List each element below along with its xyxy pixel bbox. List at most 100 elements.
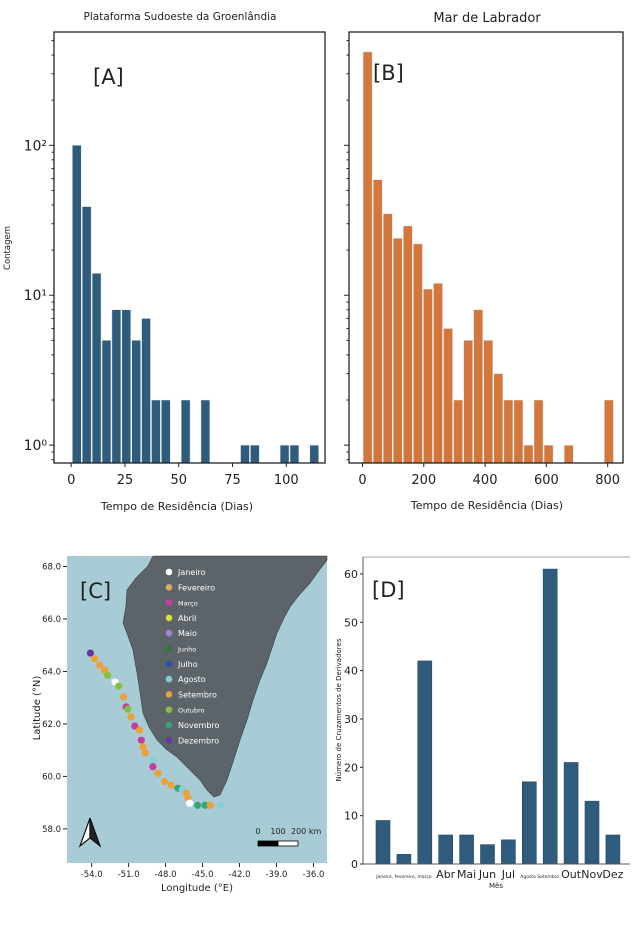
lon-tick-label: -45.0 — [192, 870, 214, 880]
x-tick-label: Janeiro, fevereiro, março — [375, 874, 432, 880]
x-tick-label: 600 — [534, 473, 559, 488]
month-bar — [417, 660, 433, 865]
legend-label: Junho — [177, 646, 196, 654]
x-tick-label: Jun — [478, 868, 496, 881]
scale-bar: 0 100 200 km — [255, 827, 321, 847]
drifter-point — [131, 722, 139, 730]
histogram-bar — [523, 444, 534, 464]
histogram-bar — [513, 399, 524, 464]
lon-tick-label: -48.0 — [155, 870, 177, 880]
lon-tick-label: -39.0 — [265, 870, 287, 880]
scale-label-100: 100 — [270, 827, 285, 836]
legend-marker — [165, 660, 173, 668]
histogram-bar — [382, 213, 393, 464]
y-tick-label: 40 — [344, 665, 358, 678]
histogram-bar — [372, 179, 383, 464]
y-tick-label: 30 — [344, 713, 358, 726]
panel-a-histogram: Plataforma Sudoeste da Groenlândia [A] C… — [3, 11, 326, 513]
y-tick-label: 50 — [344, 616, 358, 629]
panel-c-map: Janeiro Fevereiro Março Abril Maio Junho Julho… — [32, 555, 328, 894]
drifter-point — [104, 671, 112, 679]
y-tick-label: 10² — [24, 138, 47, 154]
histogram-bar — [141, 318, 151, 464]
legend-label: Setembro — [178, 690, 217, 699]
month-bar — [375, 820, 391, 865]
scale-label-200: 200 km — [291, 827, 321, 836]
legend-label: Janeiro — [177, 568, 206, 577]
drifter-point — [127, 713, 135, 721]
month-bar — [563, 762, 579, 865]
panel-a-label: [A] — [93, 65, 124, 89]
drifter-point — [194, 801, 202, 809]
histogram-bar — [543, 444, 554, 464]
histogram-bar — [453, 399, 463, 464]
panel-d-bar-chart: [D] Número de Cruzamentos de Derivadores… — [335, 556, 630, 890]
legend-label: Março — [178, 600, 198, 608]
drifter-point — [186, 799, 194, 807]
histogram-bar — [604, 399, 614, 464]
drifter-point — [100, 666, 109, 674]
drifter-point — [120, 693, 128, 701]
x-tick-label: Mai — [457, 868, 476, 881]
panel-b-label: [B] — [373, 61, 404, 85]
panel-b-xlabel: Tempo de Residência (Dias) — [410, 499, 563, 512]
panel-d-label: [D] — [372, 578, 405, 602]
histogram-bar — [423, 288, 433, 464]
histogram-bar — [121, 309, 131, 464]
panel-c-xlabel: Longitude (°E) — [161, 883, 233, 894]
histogram-bar — [161, 399, 171, 464]
legend-marker — [165, 645, 173, 652]
legend-marker — [165, 721, 173, 729]
drifter-point — [124, 705, 132, 713]
month-bar — [501, 839, 516, 865]
panel-d-ylabel: Número de Cruzamentos de Derivadores — [335, 638, 343, 781]
x-tick-label: Dez — [602, 868, 623, 881]
greenland-landmass — [122, 555, 328, 798]
month-bar — [521, 781, 537, 865]
drifter-point — [216, 801, 225, 809]
north-arrow-icon — [78, 817, 102, 848]
histogram-bar — [279, 444, 290, 464]
drifter-point — [201, 801, 209, 809]
month-bar — [396, 854, 412, 865]
drifter-point — [86, 649, 95, 657]
drifter-point — [115, 682, 123, 690]
lat-tick-label: 58.0 — [42, 825, 61, 835]
x-tick-label: Out — [561, 868, 582, 881]
histogram-bar — [81, 206, 92, 464]
month-bar — [605, 834, 621, 865]
histogram-bar — [473, 309, 483, 464]
histogram-bar — [180, 399, 191, 464]
x-tick-label: 0 — [358, 473, 366, 488]
drifter-point — [154, 769, 162, 777]
legend-label: Fevereiro — [178, 583, 215, 592]
x-tick-label: Abr — [436, 868, 456, 881]
legend-marker — [165, 691, 173, 698]
drifter-point — [160, 778, 169, 786]
drifter-point — [91, 654, 99, 663]
panel-a-ylabel: Contagem — [3, 226, 13, 270]
histogram-bar — [463, 340, 473, 464]
legend-marker — [165, 675, 173, 683]
histogram-bar — [403, 225, 413, 464]
month-bar — [480, 844, 495, 865]
lon-tick-label: -36.0 — [302, 870, 324, 880]
x-tick-label: 50 — [170, 473, 187, 488]
legend-label: Agosto — [178, 675, 206, 684]
x-tick-label: 25 — [117, 473, 134, 488]
histogram-bar — [503, 399, 514, 464]
drifter-point — [136, 726, 144, 734]
histogram-bar — [91, 273, 102, 464]
drifter-point — [137, 736, 145, 744]
legend-label: Abril — [178, 614, 196, 623]
lat-tick-label: 68.0 — [42, 562, 61, 572]
y-tick-label: 10¹ — [24, 288, 47, 304]
panel-a-xlabel: Tempo de Residência (Dias) — [100, 500, 253, 513]
legend-label: Dezembro — [178, 736, 219, 745]
lon-tick-label: -42.0 — [229, 870, 251, 880]
histogram-bar — [443, 328, 453, 464]
y-tick-label: 60 — [344, 568, 358, 581]
x-tick-label: Jul — [501, 868, 515, 881]
lat-tick-label: 62.0 — [42, 720, 61, 730]
legend-marker — [165, 584, 173, 591]
